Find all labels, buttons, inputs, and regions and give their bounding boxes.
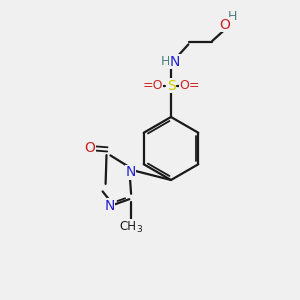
Text: O=: O= (179, 79, 200, 92)
Text: H: H (161, 55, 170, 68)
Text: H: H (228, 10, 237, 23)
Text: N: N (170, 55, 180, 68)
Text: CH: CH (120, 220, 136, 233)
Text: 3: 3 (136, 225, 142, 234)
Text: N: N (104, 199, 115, 212)
Text: O: O (85, 142, 95, 155)
Text: O: O (220, 18, 230, 32)
Text: =O: =O (142, 79, 163, 92)
Text: N: N (125, 166, 136, 179)
Text: S: S (167, 79, 176, 92)
